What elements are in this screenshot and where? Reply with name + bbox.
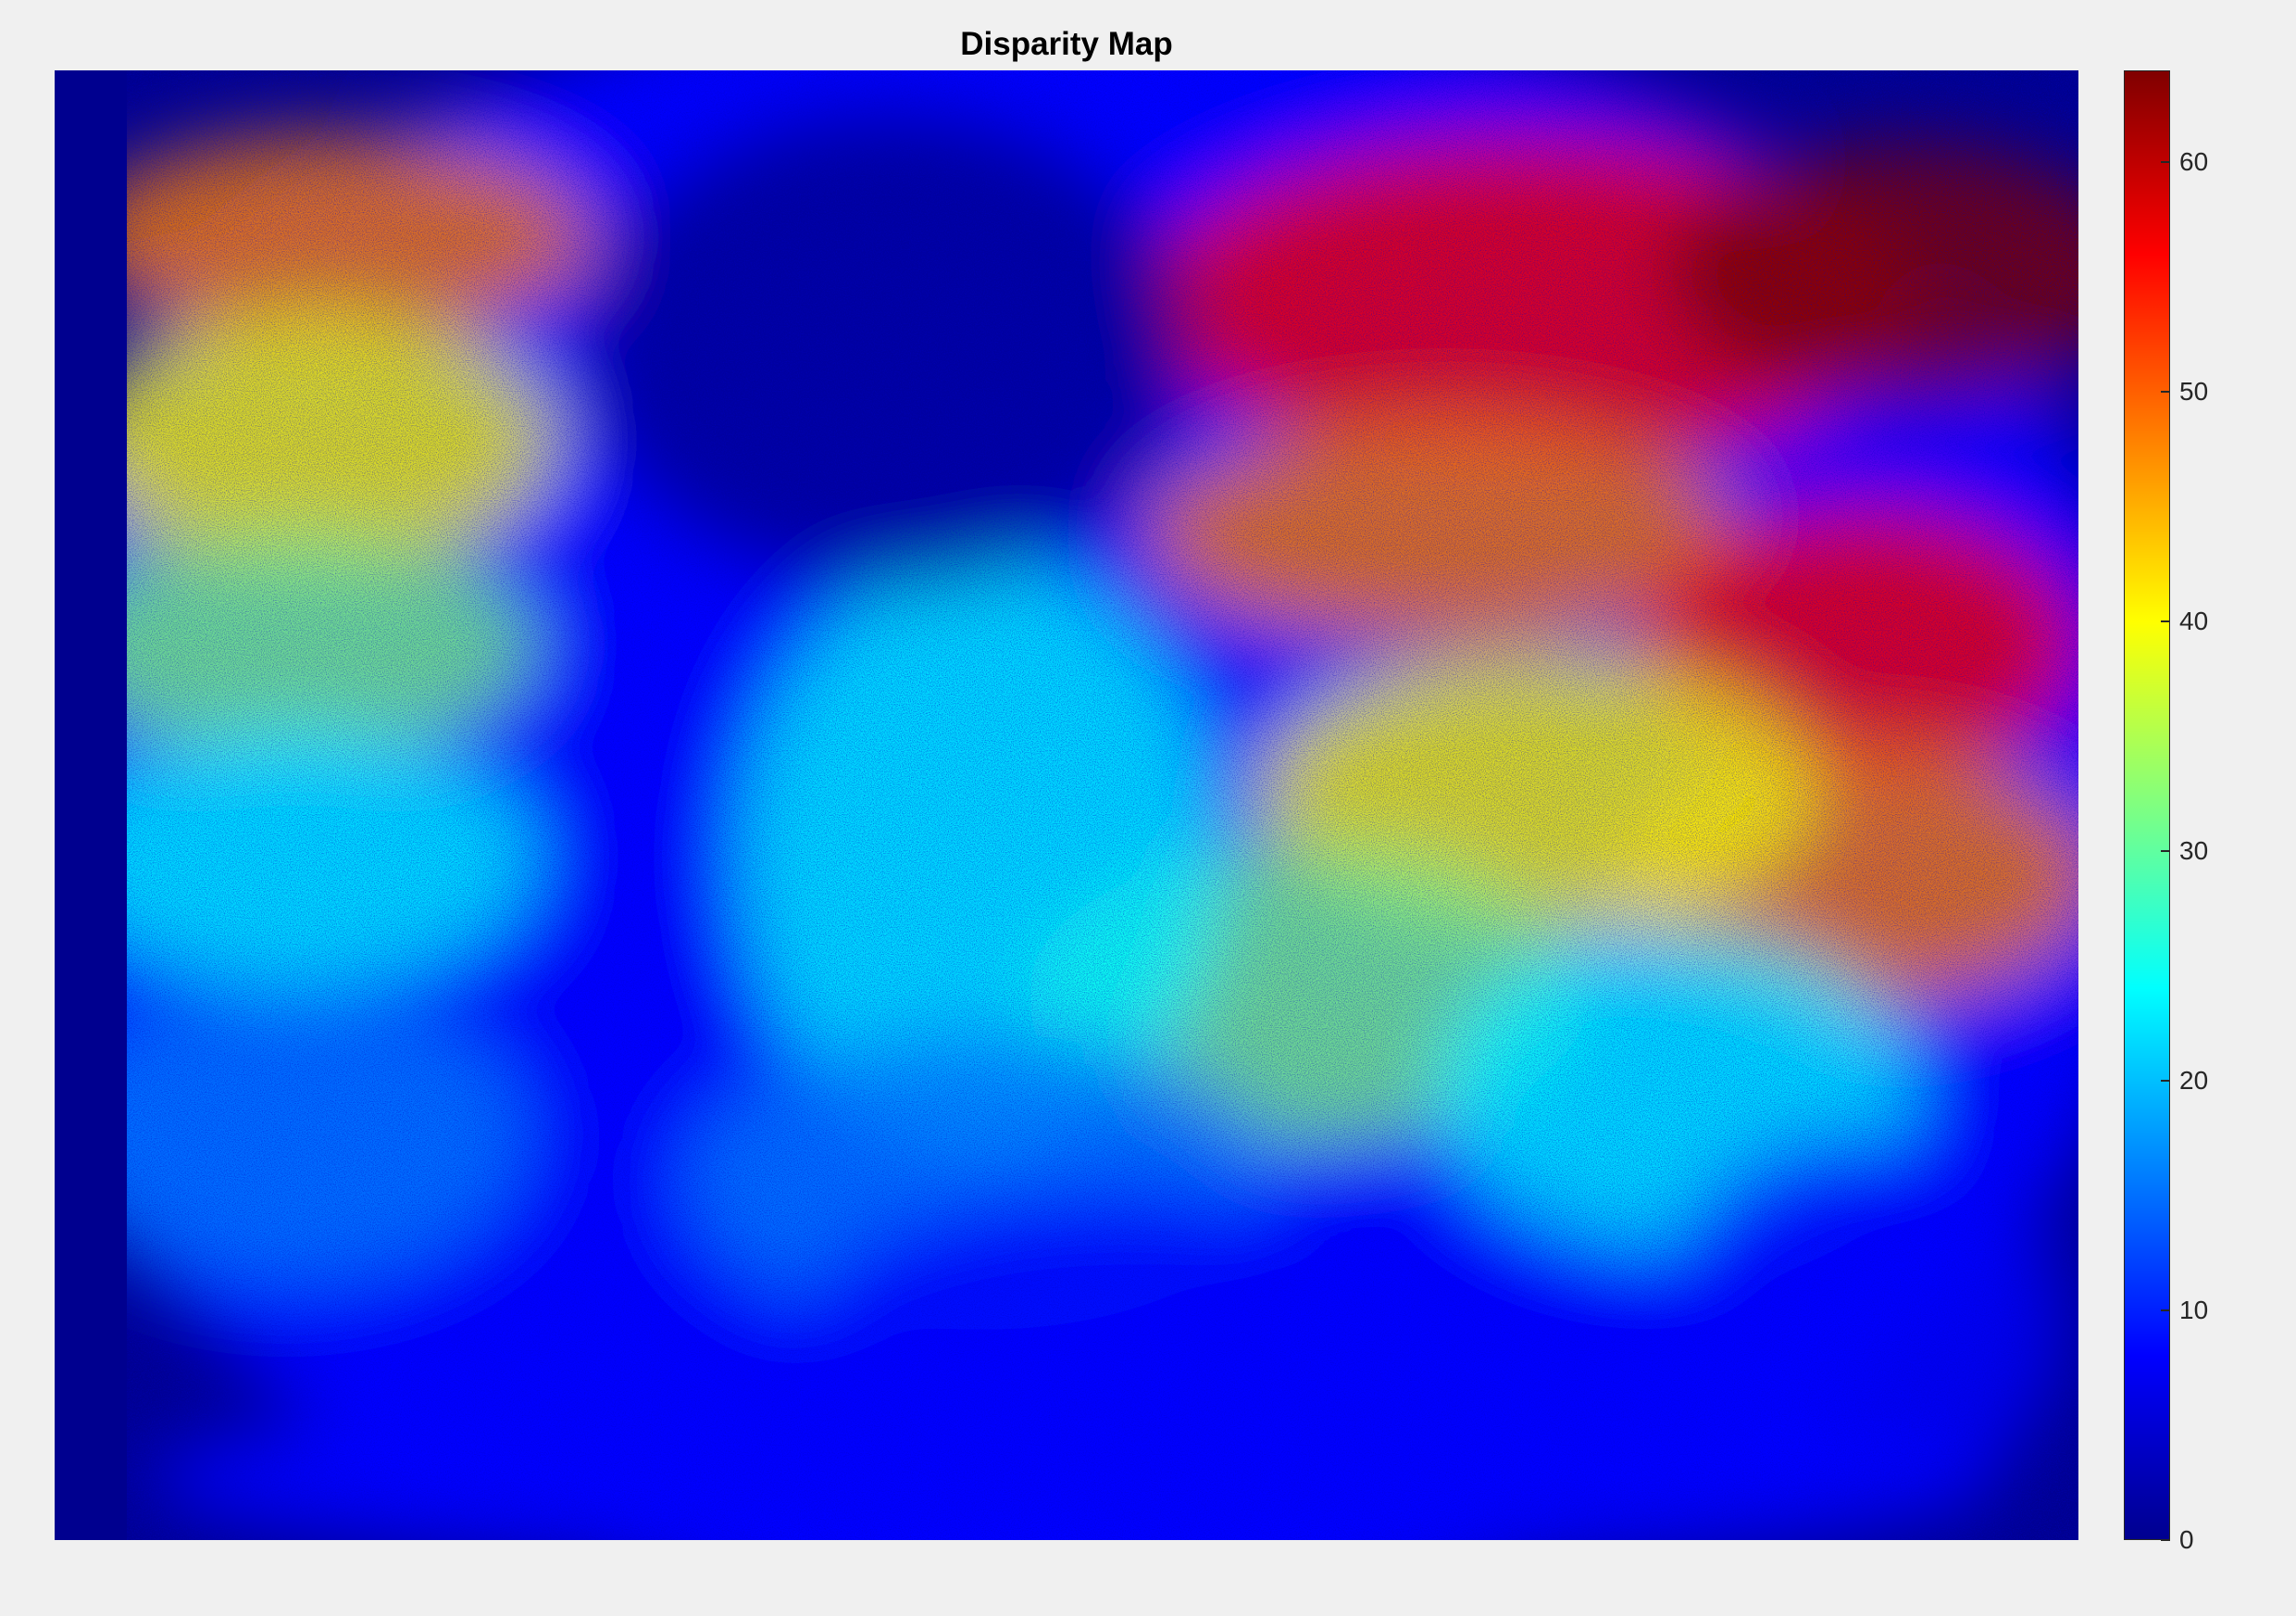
colorbar-tick	[2161, 391, 2170, 394]
colorbar	[2124, 70, 2170, 1540]
left-border-band	[55, 70, 127, 1540]
colorbar-tick-label: 40	[2179, 607, 2209, 636]
colorbar-tick-label: 50	[2179, 377, 2209, 407]
colorbar-tick-label: 20	[2179, 1066, 2209, 1096]
colorbar-tick	[2161, 850, 2170, 853]
colorbar-tick	[2161, 620, 2170, 623]
colorbar-tick-label: 0	[2179, 1525, 2194, 1554]
colorbar-tick-label: 30	[2179, 836, 2209, 866]
disparity-heatmap-svg	[55, 70, 2078, 1540]
colorbar-tick	[2161, 1539, 2170, 1541]
colorbar-tick-label: 10	[2179, 1296, 2209, 1325]
colorbar-tick-label: 60	[2179, 147, 2209, 177]
disparity-image	[55, 70, 2078, 1540]
colorbar-tick	[2161, 161, 2170, 164]
chart-title: Disparity Map	[960, 26, 1173, 62]
colorbar-tick	[2161, 1309, 2170, 1312]
colorbar-tick	[2161, 1080, 2170, 1083]
